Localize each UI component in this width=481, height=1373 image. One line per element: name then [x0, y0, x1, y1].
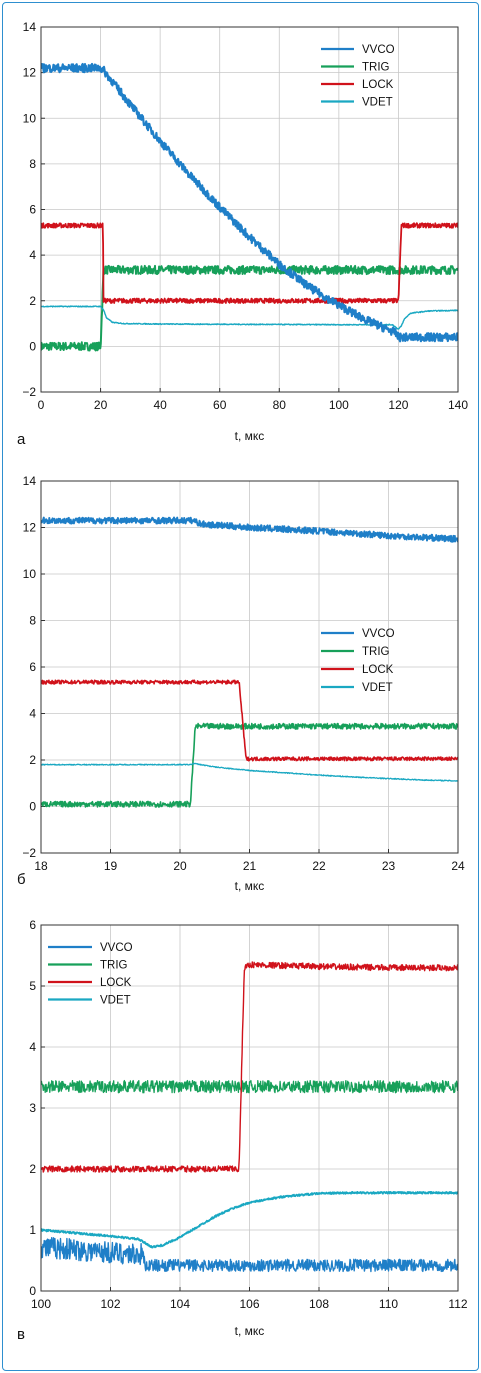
- x-tick-label: 108: [309, 1297, 329, 1311]
- y-tick-label: 2: [29, 1162, 36, 1176]
- y-tick-label: 10: [23, 111, 37, 125]
- y-tick-label: 2: [29, 294, 36, 308]
- x-axis-label: t, мкс: [235, 1324, 265, 1338]
- y-tick-label: 14: [23, 20, 37, 34]
- panel-label: б: [17, 871, 26, 888]
- x-tick-label: 20: [94, 398, 108, 412]
- series-line-vvco: [41, 516, 458, 543]
- y-tick-label: 10: [23, 567, 37, 581]
- legend-label-vvco: VVCO: [362, 628, 395, 640]
- y-tick-label: 0: [29, 1284, 36, 1298]
- legend-label-trig: TRIG: [100, 960, 128, 972]
- legend-label-lock: LOCK: [100, 977, 132, 989]
- x-axis-label: t, мкс: [235, 429, 265, 443]
- legend-label-vvco: VVCO: [100, 942, 133, 954]
- x-tick-label: 100: [329, 398, 349, 412]
- x-tick-label: 60: [213, 398, 227, 412]
- series-line-lock: [41, 961, 458, 1173]
- y-tick-label: 2: [29, 753, 36, 767]
- series-line-trig: [41, 264, 458, 352]
- x-tick-label: 20: [173, 859, 187, 873]
- series-line-vvco: [41, 1237, 458, 1273]
- y-tick-label: 0: [29, 800, 36, 814]
- panel-label: в: [17, 1326, 25, 1343]
- x-tick-label: 40: [153, 398, 167, 412]
- plot-border: [40, 26, 459, 393]
- y-tick-label: 4: [29, 707, 36, 721]
- y-tick-label: −2: [22, 385, 36, 399]
- legend-label-vdet: VDET: [100, 995, 131, 1007]
- chart-panel-a: 0 20 40 60 80 100 120 140−202468101214VVCOTRIGL…: [17, 20, 468, 448]
- y-tick-label: 6: [29, 203, 36, 217]
- legend-label-vvco: VVCO: [362, 44, 395, 56]
- plot-area: [41, 516, 458, 808]
- x-tick-label: 18: [34, 859, 48, 873]
- x-tick-label: 19: [104, 859, 118, 873]
- series-line-vdet: [41, 762, 458, 782]
- legend-label-vdet: VDET: [362, 97, 393, 109]
- plot-area: [41, 961, 458, 1273]
- x-axis-label: t, мкс: [235, 879, 265, 893]
- y-tick-label: 12: [23, 521, 37, 535]
- x-tick-label: 23: [382, 859, 396, 873]
- series-line-lock: [41, 679, 458, 762]
- legend-label-trig: TRIG: [362, 62, 390, 74]
- y-tick-label: 8: [29, 157, 36, 171]
- y-tick-label: −2: [22, 846, 36, 860]
- y-tick-label: 8: [29, 614, 36, 628]
- y-tick-label: 4: [29, 1040, 36, 1054]
- y-tick-label: 3: [29, 1101, 36, 1115]
- x-tick-label: 112: [448, 1297, 467, 1311]
- series-line-vvco: [41, 62, 458, 343]
- x-tick-label: 80: [273, 398, 287, 412]
- y-tick-label: 14: [23, 474, 37, 488]
- legend-label-lock: LOCK: [362, 79, 394, 91]
- x-tick-label: 0: [38, 398, 45, 412]
- y-tick-label: 5: [29, 979, 36, 993]
- plot-area: [41, 62, 458, 352]
- series-line-vdet: [41, 1191, 458, 1249]
- series-line-lock: [41, 222, 458, 304]
- legend-label-vdet: VDET: [362, 682, 393, 694]
- plot-border: [40, 480, 459, 854]
- y-tick-label: 6: [29, 660, 36, 674]
- chart-panel-c: 100 102 104 106 108 110 112 0 1 2 3 4 5 6 VVCO TRIG LOCK…: [17, 918, 468, 1343]
- panel-label: а: [17, 431, 26, 448]
- legend-label-trig: TRIG: [362, 646, 390, 658]
- legend-label-lock: LOCK: [362, 664, 394, 676]
- y-tick-label: 1: [29, 1223, 36, 1237]
- plot-border: [40, 924, 459, 1292]
- y-tick-label: 4: [29, 248, 36, 262]
- x-tick-label: 106: [239, 1297, 259, 1311]
- x-tick-label: 22: [312, 859, 326, 873]
- x-tick-label: 21: [243, 859, 257, 873]
- x-tick-label: 120: [388, 398, 408, 412]
- series-line-vdet: [41, 305, 458, 330]
- series-line-trig: [41, 1079, 458, 1094]
- chart-panel-b: 18 19 20 21 22 23 24−202468101214VVCOTRIGLOCKV…: [17, 474, 465, 893]
- y-tick-label: 12: [23, 66, 37, 80]
- x-tick-label: 102: [100, 1297, 120, 1311]
- x-tick-label: 140: [448, 398, 468, 412]
- x-tick-label: 110: [379, 1297, 398, 1311]
- y-tick-label: 6: [29, 918, 36, 932]
- x-tick-label: 100: [31, 1297, 51, 1311]
- x-tick-label: 104: [170, 1297, 190, 1311]
- series-line-trig: [41, 722, 458, 808]
- y-tick-label: 0: [29, 339, 36, 353]
- x-tick-label: 24: [451, 859, 465, 873]
